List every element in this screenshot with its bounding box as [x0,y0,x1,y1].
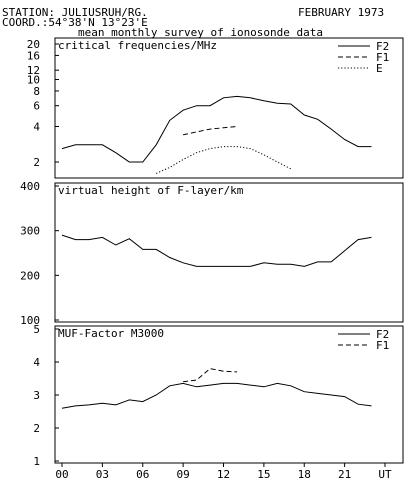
x-tick-label: 06 [136,468,149,480]
x-tick-label: 03 [96,468,109,480]
legend-label-E-1: E [376,62,383,75]
coordinates-label: COORD.:54°38'N 13°23'E [2,16,148,29]
y-tick-label-3: 3 [33,389,40,402]
panel-title-3: MUF-Factor M3000 [58,327,164,340]
x-tick-label: 15 [257,468,270,480]
y-tick-label-1: 20 [27,38,40,51]
series-line-F1-3 [183,368,238,383]
series-line-F2-3 [61,382,372,409]
y-tick-label-2: 300 [20,225,40,238]
legend-label-F1-3: F1 [376,339,389,352]
series-line-value-2 [61,234,372,267]
y-tick-label-3: 4 [33,356,40,369]
plot-frame-3 [54,325,404,464]
plot-frame-2 [54,182,404,323]
y-tick-label-1: 10 [27,74,40,87]
station-label: STATION: JULIUSRUH/RG. [2,6,148,19]
date-label: FEBRUARY 1973 [298,6,385,19]
y-tick-label-1: 2 [33,156,40,169]
series-line-E-1 [155,146,292,174]
x-tick-label: 21 [338,468,351,480]
x-tick-label: 00 [55,468,68,480]
y-tick-label-3: 1 [33,455,40,468]
panel-title-2: virtual height of F-layer/km [58,184,244,197]
series-line-F2-1 [61,95,372,163]
y-tick-label-1: 16 [27,49,40,62]
y-tick-label-1: 12 [27,64,40,77]
y-tick-label-1: 4 [33,120,40,133]
y-tick-label-2: 400 [20,180,40,193]
y-tick-label-1: 6 [33,100,40,113]
x-tick-label: 09 [177,468,190,480]
legend-label-F1-1: F1 [376,51,389,64]
y-tick-label-3: 5 [33,323,40,336]
y-tick-label-1: 8 [33,85,40,98]
x-tick-label: 18 [298,468,311,480]
legend-label-F2-3: F2 [376,328,389,341]
legend-label-F2-1: F2 [376,40,389,53]
y-tick-label-2: 200 [20,269,40,282]
y-tick-label-2: 100 [20,314,40,327]
panel-title-1: critical frequencies/MHz [58,39,217,52]
plot-frame-1 [54,37,404,179]
x-tick-label: UT [378,468,392,480]
survey-subtitle: mean monthly survey of ionosonde data [78,26,324,39]
series-line-F1-1 [182,126,238,136]
y-tick-label-3: 2 [33,422,40,435]
x-tick-label: 12 [217,468,230,480]
